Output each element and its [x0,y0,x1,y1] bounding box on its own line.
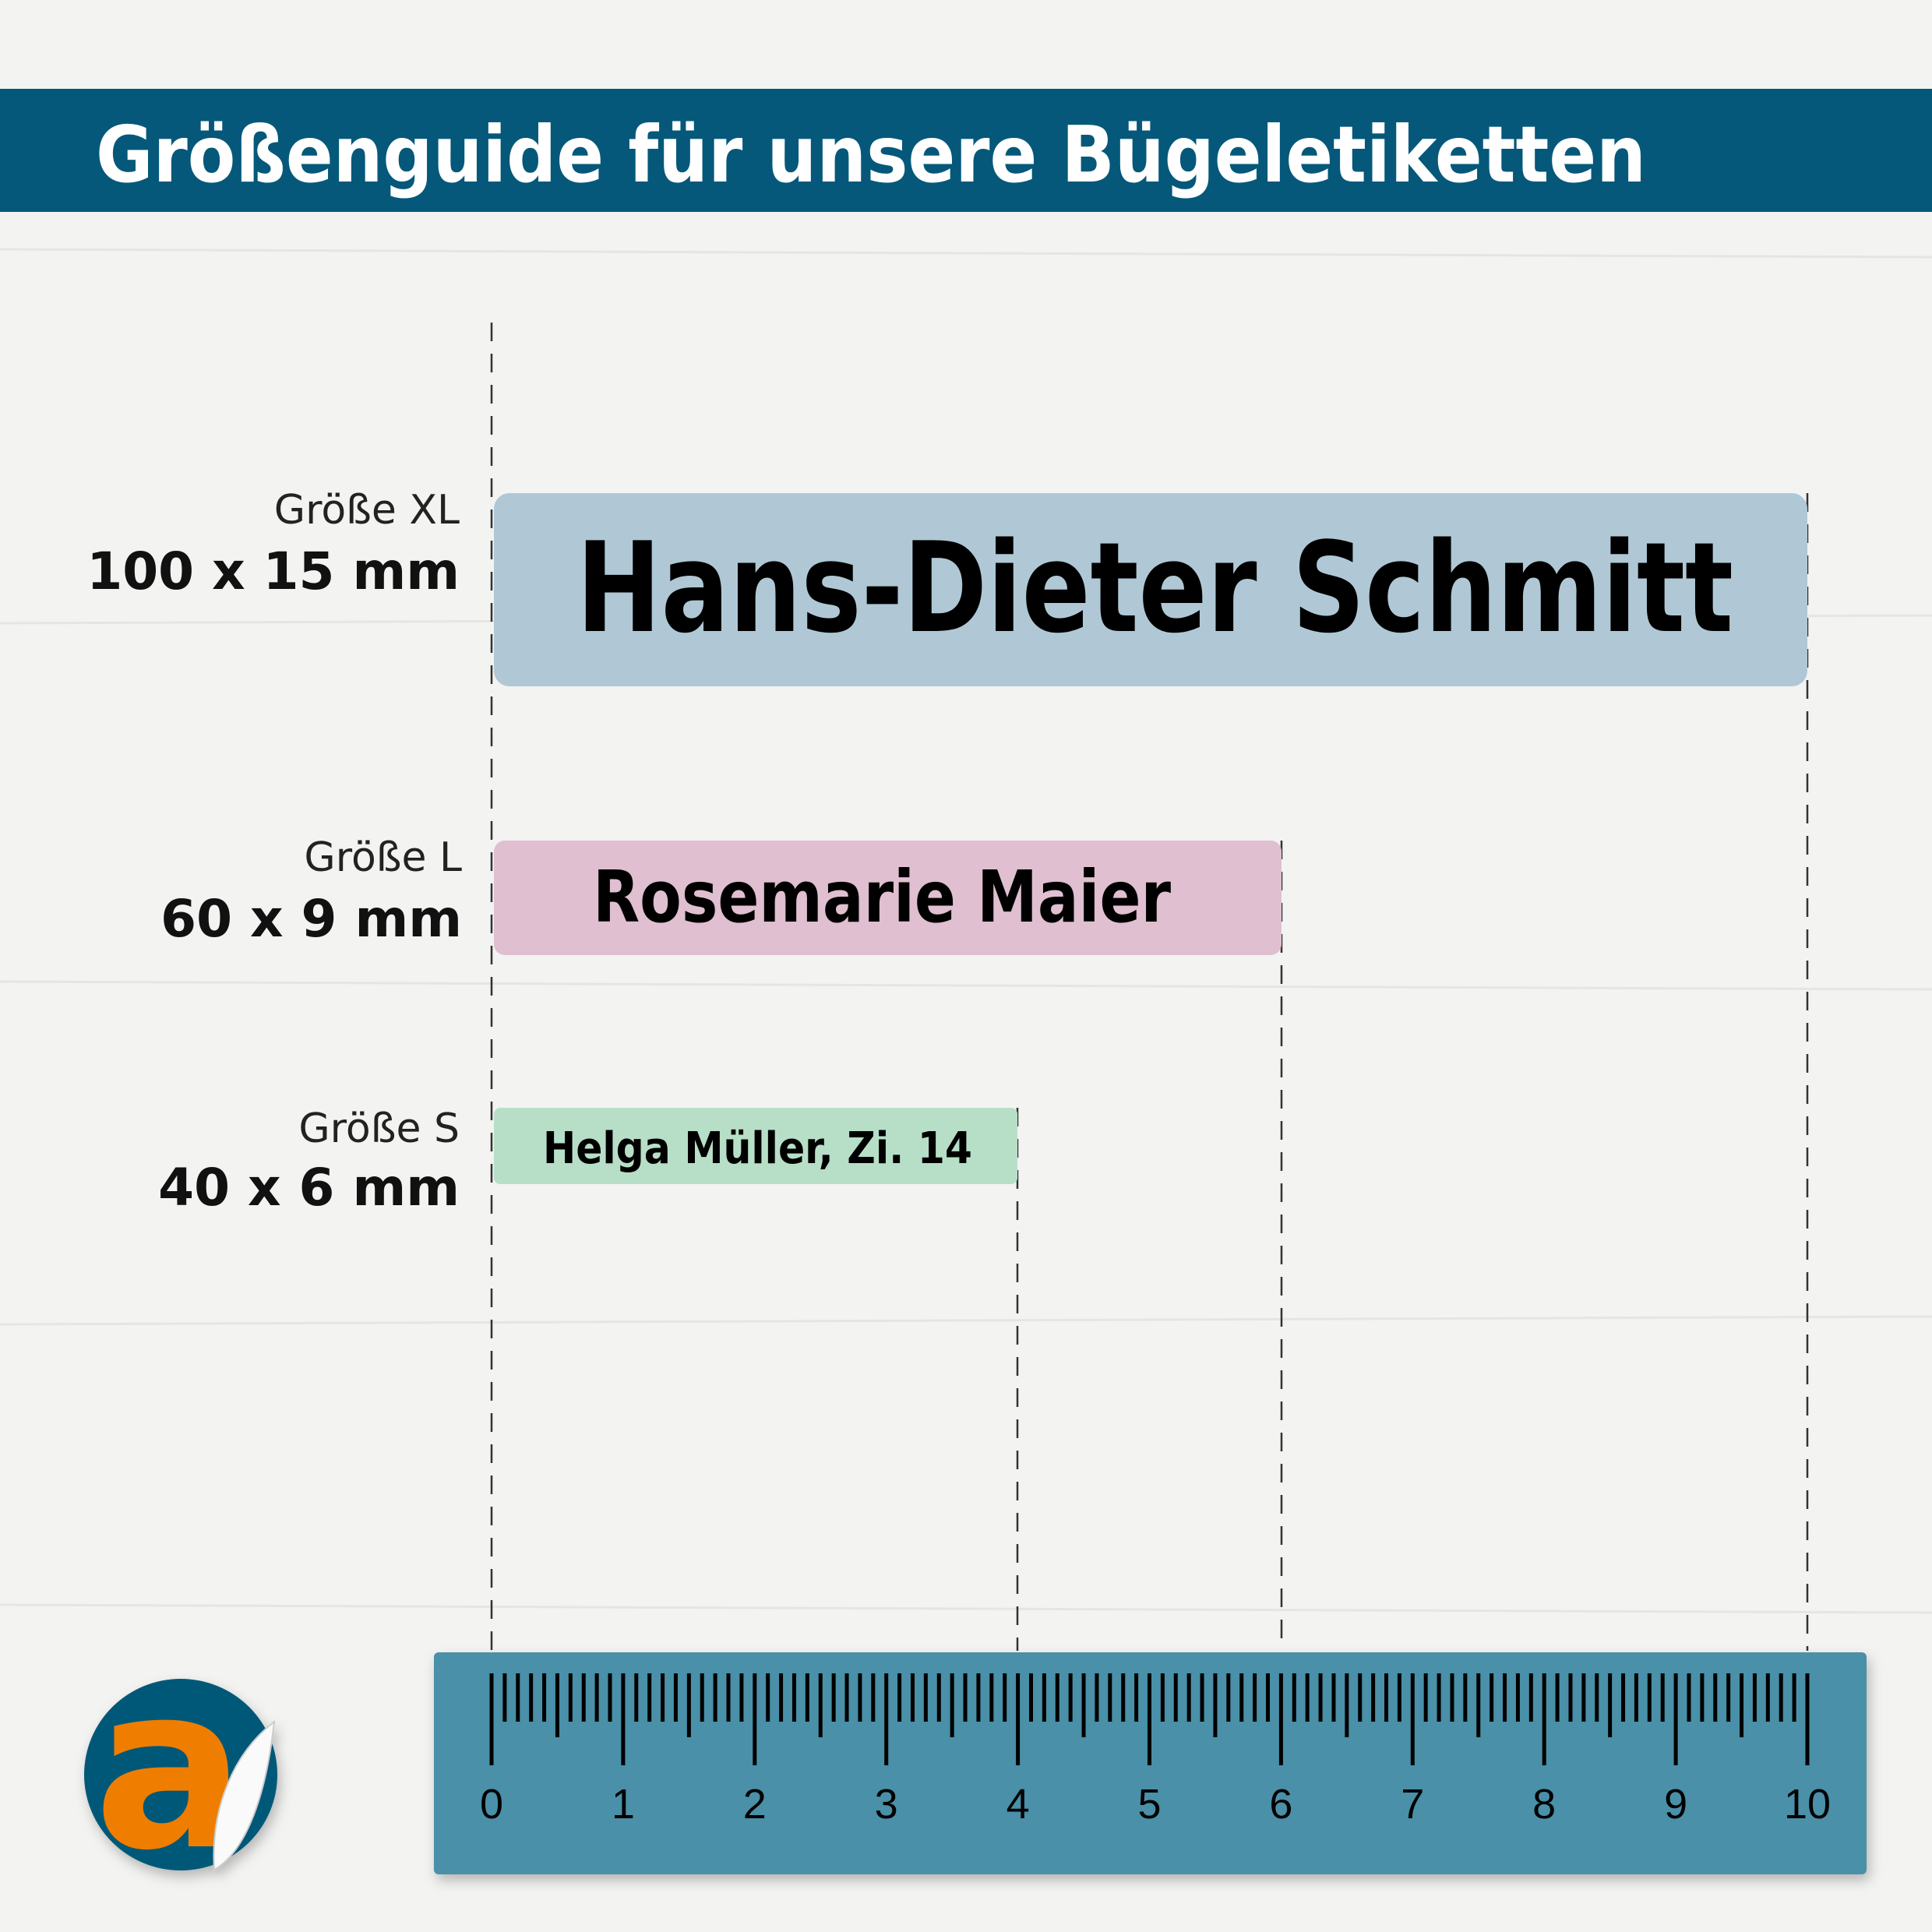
label-s [494,1108,1017,1184]
ruler-ticks [489,1673,1810,1765]
label-l [494,841,1282,955]
guide-lines [490,323,1809,1651]
label-s-text: Helga Müller, Zi. 14 [543,1123,972,1174]
ruler-labels: 0 1 2 3 4 5 6 7 8 9 10 [480,1781,1831,1828]
ruler-label: 8 [1532,1781,1556,1828]
ruler-label: 10 [1784,1781,1831,1828]
ruler-label: 0 [480,1781,503,1828]
size-xl-name: Größe XL [274,487,460,534]
size-s-dimensions: 40 x 6 mm [158,1158,460,1218]
size-xl-dimensions: 100 x 15 mm [86,541,460,601]
ruler-label: 6 [1269,1781,1292,1828]
header-band [0,89,1932,212]
ruler-label: 7 [1401,1781,1424,1828]
size-l-dimensions: 60 x 9 mm [160,889,462,949]
ruler-label: 5 [1137,1781,1161,1828]
page-title: Größenguide für unsere Bügeletiketten [96,109,1646,200]
sticker-logo-icon: a [84,1638,277,1900]
ruler-label: 9 [1664,1781,1687,1828]
ruler-label: 2 [743,1781,767,1828]
ruler-label: 4 [1007,1781,1030,1828]
label-xl [494,493,1807,686]
ruler-label: 3 [875,1781,898,1828]
ruler-label: 1 [612,1781,635,1828]
label-l-text: Rosemarie Maier [593,855,1172,939]
size-l-name: Größe L [304,834,462,881]
label-xl-text: Hans-Dieter Schmitt [576,515,1733,661]
size-s-name: Größe S [298,1105,460,1152]
